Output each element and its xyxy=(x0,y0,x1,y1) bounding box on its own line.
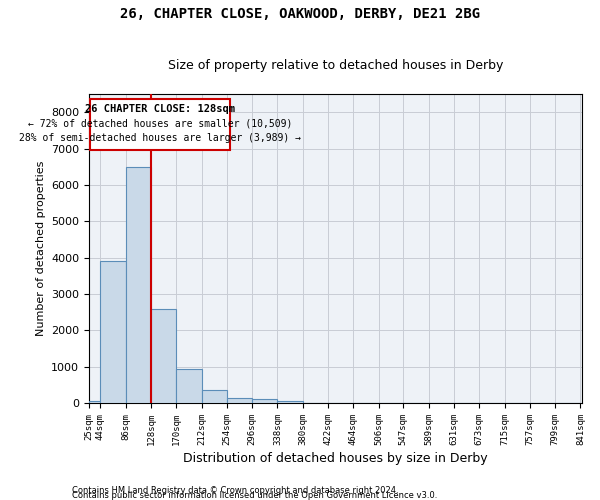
Bar xyxy=(252,400,277,403)
Bar xyxy=(151,310,176,403)
Bar xyxy=(176,369,202,403)
Bar xyxy=(125,168,151,403)
X-axis label: Distribution of detached houses by size in Derby: Distribution of detached houses by size … xyxy=(183,452,488,465)
Bar xyxy=(89,402,114,403)
Text: ← 72% of detached houses are smaller (10,509): ← 72% of detached houses are smaller (10… xyxy=(28,118,292,128)
FancyBboxPatch shape xyxy=(89,100,230,150)
Bar xyxy=(202,390,227,403)
Bar xyxy=(100,260,125,403)
Text: 26, CHAPTER CLOSE, OAKWOOD, DERBY, DE21 2BG: 26, CHAPTER CLOSE, OAKWOOD, DERBY, DE21 … xyxy=(120,8,480,22)
Bar xyxy=(227,398,252,403)
Bar xyxy=(277,402,303,403)
Text: Contains public sector information licensed under the Open Government Licence v3: Contains public sector information licen… xyxy=(72,491,437,500)
Y-axis label: Number of detached properties: Number of detached properties xyxy=(35,161,46,336)
Text: Contains HM Land Registry data © Crown copyright and database right 2024.: Contains HM Land Registry data © Crown c… xyxy=(72,486,398,495)
Text: 26 CHAPTER CLOSE: 128sqm: 26 CHAPTER CLOSE: 128sqm xyxy=(85,104,235,114)
Text: 28% of semi-detached houses are larger (3,989) →: 28% of semi-detached houses are larger (… xyxy=(19,133,301,143)
Title: Size of property relative to detached houses in Derby: Size of property relative to detached ho… xyxy=(167,59,503,72)
